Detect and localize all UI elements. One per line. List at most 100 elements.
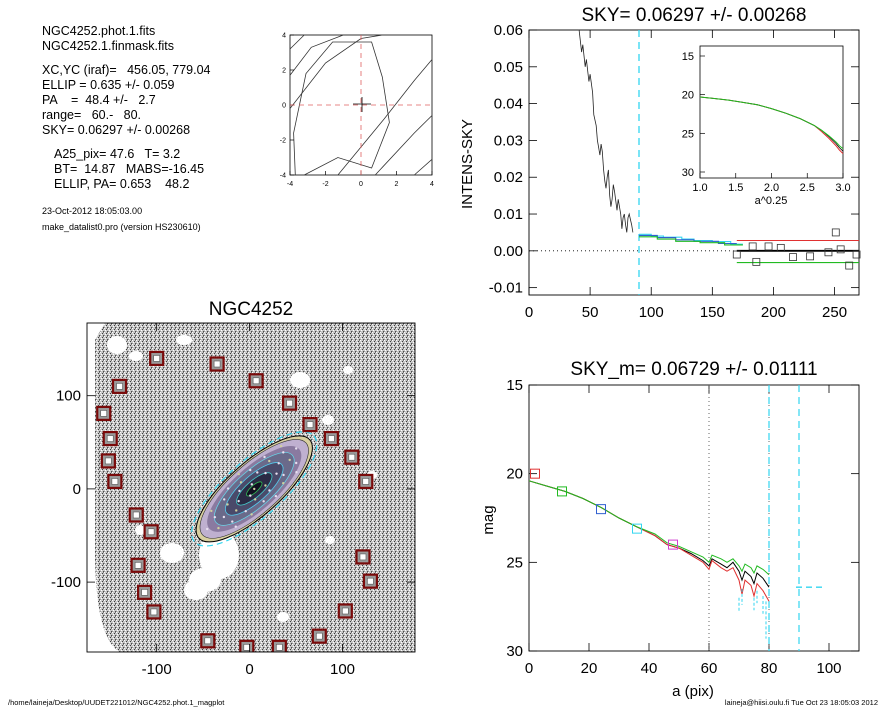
inset-xtick-label: 3.0 [835, 182, 850, 194]
sky-ytick-label: 0.02 [494, 169, 523, 186]
galaxy-speckle [205, 527, 209, 531]
info-pa: PA = 48.4 +/- 2.7 [42, 93, 156, 107]
sky-box-core [105, 457, 112, 465]
sky-square-marker [831, 228, 840, 237]
info-bt: BT= 14.87 MABS=-16.45 [54, 162, 205, 176]
mag-marker [596, 504, 606, 515]
contour-line [374, 115, 433, 176]
mag-marker [530, 468, 540, 479]
galaxy-speckle [250, 483, 254, 486]
sky-square-marker [748, 242, 757, 251]
sky-ytick-label: 0.00 [494, 243, 523, 260]
contour-panel: -4-4 -2 -2 0 0 2 2 4 4 [280, 33, 434, 189]
galaxy-speckle [213, 515, 217, 519]
contour-ytick-label: -2 [280, 138, 286, 145]
info-sky: SKY= 0.06297 +/- 0.00268 [42, 123, 191, 137]
sky-box-core [141, 589, 148, 596]
galaxy-speckle [231, 520, 234, 523]
sky-box-core [348, 453, 356, 461]
info-center: XC,YC (iraf)= 456.05, 779.04 [42, 63, 211, 77]
image-xtick-label: 100 [330, 661, 355, 678]
sky-xtick-label: 50 [582, 304, 599, 321]
mag-xlabel: a (pix) [672, 683, 714, 700]
sky-step-line [639, 233, 743, 245]
mag-ytick-label: 30 [506, 643, 523, 660]
sky-box-core [342, 607, 349, 615]
galaxy-speckle [263, 455, 266, 459]
sky-xtick-label: 150 [700, 304, 725, 321]
image-axis-ticks: -100 0 100 -100 0 100 [51, 323, 415, 678]
info-range: range= 60.- 80. [42, 108, 142, 122]
inset-xlabel: a^0.25 [755, 195, 788, 207]
mag-series-line [528, 480, 770, 602]
info-a25: A25_pix= 47.6 T= 3.2 [54, 147, 181, 161]
footer-path: /home/laineja/Desktop/UUDET221012/NGC425… [8, 698, 225, 707]
sky-box-core [147, 528, 155, 536]
galaxy-speckle [226, 503, 229, 506]
mag-ytick-label: 15 [506, 377, 523, 394]
sky-box-core [134, 562, 142, 569]
image-title: NGC4252 [209, 299, 294, 320]
galaxy-speckle [226, 487, 230, 490]
sky-ylabel: INTENS-SKY [459, 119, 476, 209]
sky-step-series [639, 233, 859, 264]
sky-xtick-label: 250 [822, 304, 847, 321]
galaxy-isophotes [191, 431, 318, 547]
sky-square-marker [806, 252, 815, 261]
inset-ytick-label: 15 [682, 51, 694, 63]
galaxy-speckle [253, 487, 256, 491]
contour-line [337, 59, 433, 176]
galaxy-speckle [237, 472, 240, 476]
contour-line [289, 34, 344, 76]
mag-ylabel: mag [480, 505, 497, 534]
sky-title: SKY= 0.06297 +/- 0.00268 [581, 5, 806, 26]
sky-profile-curve [577, 29, 634, 233]
sky-box-core [243, 644, 251, 651]
sky-ytick-label: 0.03 [494, 132, 523, 149]
contour-line [289, 34, 383, 109]
sky-square-marker [824, 248, 833, 257]
contour-ytick-label: 2 [282, 68, 286, 75]
galaxy-speckle [295, 471, 298, 474]
contour-ytick-label: 4 [282, 33, 286, 40]
sky-measure-squares [732, 228, 861, 270]
mag-series [528, 480, 770, 602]
sky-box-core [100, 410, 108, 417]
galaxy-speckle [262, 500, 265, 503]
inset-xtick-label: 2.0 [764, 182, 779, 194]
galaxy-speckle [282, 451, 285, 454]
sky-square-marker [836, 245, 845, 254]
mag-marker [668, 539, 678, 550]
galaxy-speckle [288, 458, 291, 462]
sky-ytick-label: 0.06 [494, 22, 523, 39]
galaxy-speckle [238, 489, 241, 493]
info-ellip: ELLIP = 0.635 +/- 0.059 [42, 78, 175, 92]
sky-ytick-label: 0.01 [494, 206, 523, 223]
info-date: 23-Oct-2012 18:05:03.00 [42, 206, 143, 216]
contour-line [289, 34, 305, 50]
inset-ytick-label: 20 [682, 90, 694, 102]
sky-ytick-label: -0.01 [489, 280, 523, 297]
mag-xtick-label: 40 [641, 660, 658, 677]
image-ytick-label: 100 [56, 388, 81, 405]
galaxy-speckle [250, 513, 253, 516]
sky-square-marker [752, 257, 761, 266]
contour-line [414, 159, 433, 176]
galaxy-speckle [294, 447, 298, 450]
mag-markers [530, 468, 678, 550]
image-ytick-label: -100 [51, 574, 81, 591]
galaxy-speckle [268, 459, 271, 463]
info-ellip-pa: ELLIP, PA= 0.653 48.2 [54, 177, 190, 191]
sky-box-core [252, 377, 260, 385]
contour-xtick-label: 4 [430, 181, 434, 188]
mag-marker [557, 486, 567, 497]
mag-frame [528, 384, 860, 652]
inset-ytick-label: 25 [682, 128, 694, 140]
galaxy-speckle [249, 494, 252, 497]
galaxy-speckle [274, 494, 278, 498]
sky-square-marker [845, 261, 854, 270]
contour-xtick-label: 2 [395, 181, 399, 188]
sky-ytick-label: 0.04 [494, 96, 523, 113]
sky-box-core [328, 435, 335, 442]
inset-xtick-label: 1.5 [728, 182, 743, 194]
